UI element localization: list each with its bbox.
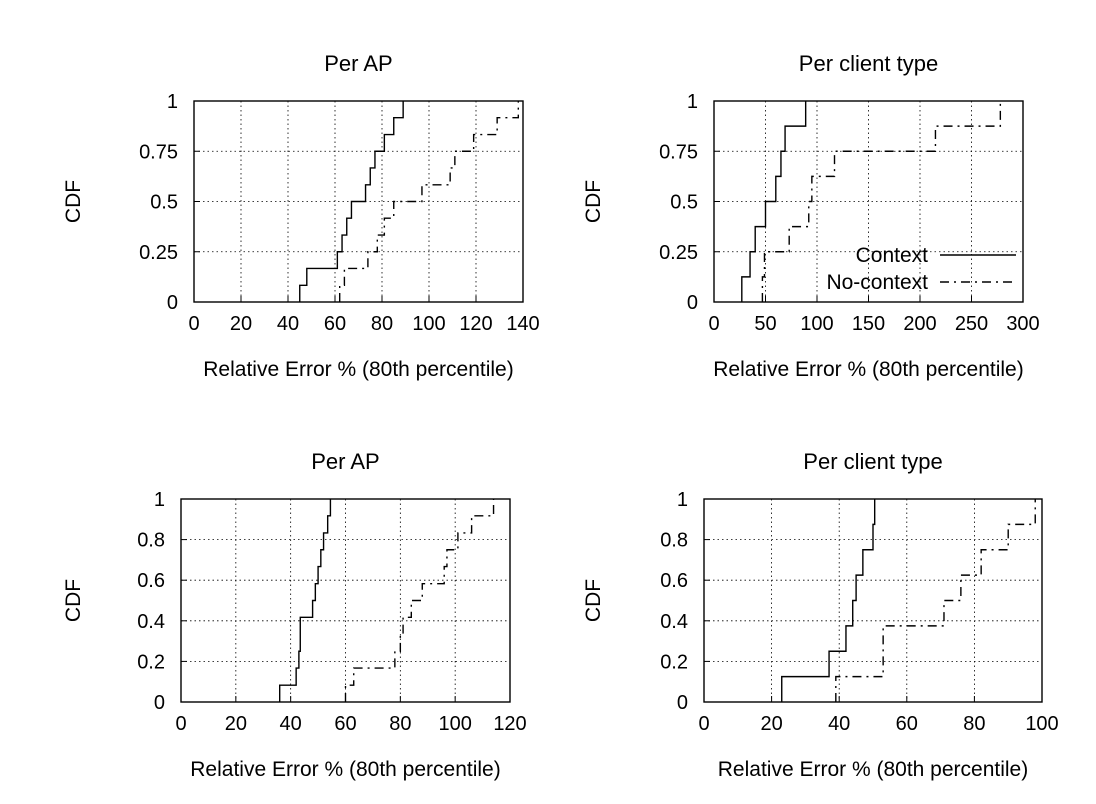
x-tick-label: 100: [438, 713, 471, 735]
subplot-1: 0 20 40 60 80 100 120 140 0 0.25 0.5 0.75 1 Per AP Rel…: [62, 51, 540, 381]
y-axis-label: CDF: [62, 579, 85, 622]
x-tick-label: 200: [903, 313, 936, 335]
y-tick-label: 0.5: [150, 192, 178, 214]
y-axis-label: CDF: [582, 180, 605, 223]
subplot-2: 0 50 100 150 200 250 300 0 0.25 0.5 0.75 1 Per clien…: [582, 51, 1040, 381]
x-tick-label: 60: [896, 713, 918, 735]
plot-frame: [703, 498, 1043, 703]
x-tick-label: 80: [389, 713, 411, 735]
x-tick-label: 20: [230, 313, 252, 335]
subplot-3: 0 20 40 60 80 100 120 0 0.2 0.4 0.6 0.8 1 Per AP Relat…: [62, 449, 527, 781]
y-tick-label: 0.2: [660, 651, 688, 673]
series-line-context: [279, 499, 332, 702]
x-tick-label: 250: [955, 313, 988, 335]
x-tick-label: 80: [963, 713, 985, 735]
x-tick-label: 100: [412, 313, 445, 335]
x-tick-label: 40: [828, 713, 850, 735]
y-tick-label: 1: [167, 91, 178, 113]
y-tick-label: 1: [154, 489, 165, 511]
x-tick-label: 150: [852, 313, 885, 335]
legend-label: No-context: [826, 271, 928, 294]
legend-label: Context: [856, 244, 929, 267]
x-axis-label: Relative Error % (80th percentile): [203, 358, 513, 381]
y-tick-label: 0.2: [137, 651, 165, 673]
series-line-no-context: [761, 101, 1002, 302]
y-tick-label: 1: [687, 91, 698, 113]
series-line-no-context: [339, 101, 519, 302]
x-tick-label: 0: [698, 713, 709, 735]
x-tick-label: 140: [506, 313, 539, 335]
x-axis-label: Relative Error % (80th percentile): [718, 758, 1028, 781]
x-tick-label: 100: [800, 313, 833, 335]
y-tick-label: 0.25: [139, 242, 178, 264]
x-tick-label: 300: [1006, 313, 1039, 335]
x-tick-label: 20: [225, 713, 247, 735]
y-tick-label: 0.25: [659, 242, 698, 264]
x-tick-label: 0: [175, 713, 186, 735]
series-line-context: [741, 101, 807, 302]
x-tick-label: 100: [1025, 713, 1058, 735]
chart-title: Per AP: [311, 449, 379, 474]
y-tick-label: 0.4: [137, 611, 165, 633]
y-tick-label: 0: [154, 692, 165, 714]
x-tick-label: 40: [280, 713, 302, 735]
y-tick-label: 0.75: [139, 141, 178, 163]
x-tick-label: 60: [324, 313, 346, 335]
chart-title: Per client type: [803, 449, 942, 474]
chart-title: Per client type: [799, 51, 938, 76]
y-tick-label: 1: [677, 489, 688, 511]
x-tick-label: 80: [371, 313, 393, 335]
series-line-no-context: [835, 499, 1036, 702]
x-tick-label: 0: [188, 313, 199, 335]
x-tick-label: 50: [754, 313, 776, 335]
x-tick-label: 20: [760, 713, 782, 735]
y-tick-label: 0.5: [670, 192, 698, 214]
chart-title: Per AP: [324, 51, 392, 76]
y-tick-label: 0.6: [137, 570, 165, 592]
y-tick-label: 0: [687, 292, 698, 314]
x-tick-label: 60: [334, 713, 356, 735]
x-tick-label: 40: [277, 313, 299, 335]
x-tick-label: 120: [459, 313, 492, 335]
y-tick-label: 0.8: [660, 530, 688, 552]
y-tick-label: 0: [677, 692, 688, 714]
subplot-4: 0 20 40 60 80 100 0 0.2 0.4 0.6 0.8 1 Per client typ…: [582, 449, 1059, 781]
x-tick-label: 0: [708, 313, 719, 335]
x-axis-label: Relative Error % (80th percentile): [190, 758, 500, 781]
y-tick-label: 0: [167, 292, 178, 314]
series-line-context: [781, 499, 876, 702]
series-line-no-context: [344, 499, 495, 702]
y-tick-label: 0.8: [137, 530, 165, 552]
series-line-context: [299, 101, 404, 302]
plot-frame: [180, 498, 511, 703]
x-axis-label: Relative Error % (80th percentile): [713, 358, 1023, 381]
y-tick-label: 0.75: [659, 141, 698, 163]
y-tick-label: 0.6: [660, 570, 688, 592]
x-tick-label: 120: [493, 713, 526, 735]
y-tick-label: 0.4: [660, 611, 688, 633]
y-axis-label: CDF: [62, 180, 85, 223]
y-axis-label: CDF: [582, 579, 605, 622]
legend: Context No-context: [826, 244, 1016, 294]
